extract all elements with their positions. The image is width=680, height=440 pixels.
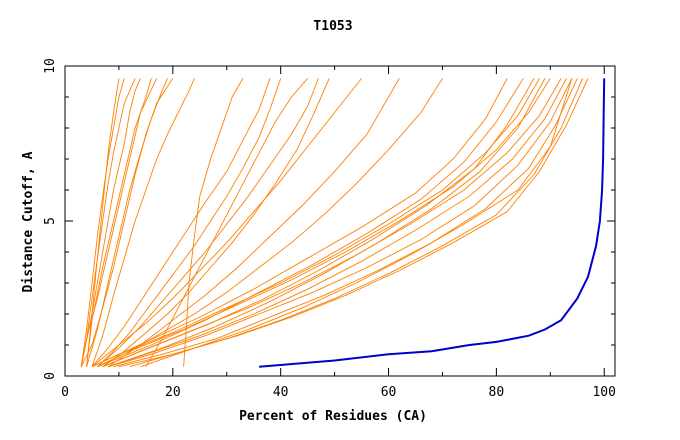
series-layer <box>80 78 606 368</box>
model-series-line-26 <box>140 78 573 368</box>
x-tick-label: 20 <box>165 385 181 400</box>
model-series-line-21 <box>107 78 567 368</box>
model-series-line-8 <box>80 78 136 367</box>
model-series-line-5 <box>80 78 174 367</box>
model-series-line-3 <box>80 78 158 367</box>
model-series-line-6 <box>91 78 195 367</box>
chart-title: T1053 <box>313 19 352 34</box>
ticks-layer: 0 20 40 60 80 100 0 5 10 <box>43 58 616 400</box>
model-series-line-15 <box>183 78 244 367</box>
model-series-line-19 <box>97 78 551 368</box>
model-series-line-25 <box>129 78 589 368</box>
model-series-line-10 <box>97 78 282 368</box>
x-tick-label: 60 <box>381 385 397 400</box>
y-tick-label: 10 <box>43 58 58 74</box>
model-series-line-12 <box>102 78 330 368</box>
x-tick-label: 0 <box>61 385 69 400</box>
x-tick-label: 100 <box>592 385 615 400</box>
model-series-line-1 <box>80 78 141 367</box>
model-series-line-29 <box>102 78 535 368</box>
model-series-line-23 <box>113 78 578 368</box>
model-series-line-22 <box>107 78 573 368</box>
model-series-line-13 <box>91 78 362 368</box>
x-tick-label: 40 <box>273 385 289 400</box>
model-series-line-16 <box>145 78 308 367</box>
y-axis-label: Distance Cutoff, A <box>21 151 36 292</box>
x-tick-label: 80 <box>489 385 505 400</box>
model-series-line-7 <box>86 78 120 367</box>
model-series-line-9 <box>91 78 271 367</box>
y-tick-label: 0 <box>43 372 58 380</box>
model-series-line-30 <box>107 78 546 368</box>
model-series-line-28 <box>97 78 524 368</box>
highlight-series-line <box>259 78 606 368</box>
model-series-line-0 <box>80 78 125 367</box>
model-series-line-27 <box>91 78 508 368</box>
y-tick-label: 5 <box>43 217 58 225</box>
model-series-line-18 <box>91 78 540 368</box>
model-series-line-14 <box>107 78 400 368</box>
x-axis-label: Percent of Residues (CA) <box>239 409 427 424</box>
model-series-line-17 <box>97 78 443 368</box>
